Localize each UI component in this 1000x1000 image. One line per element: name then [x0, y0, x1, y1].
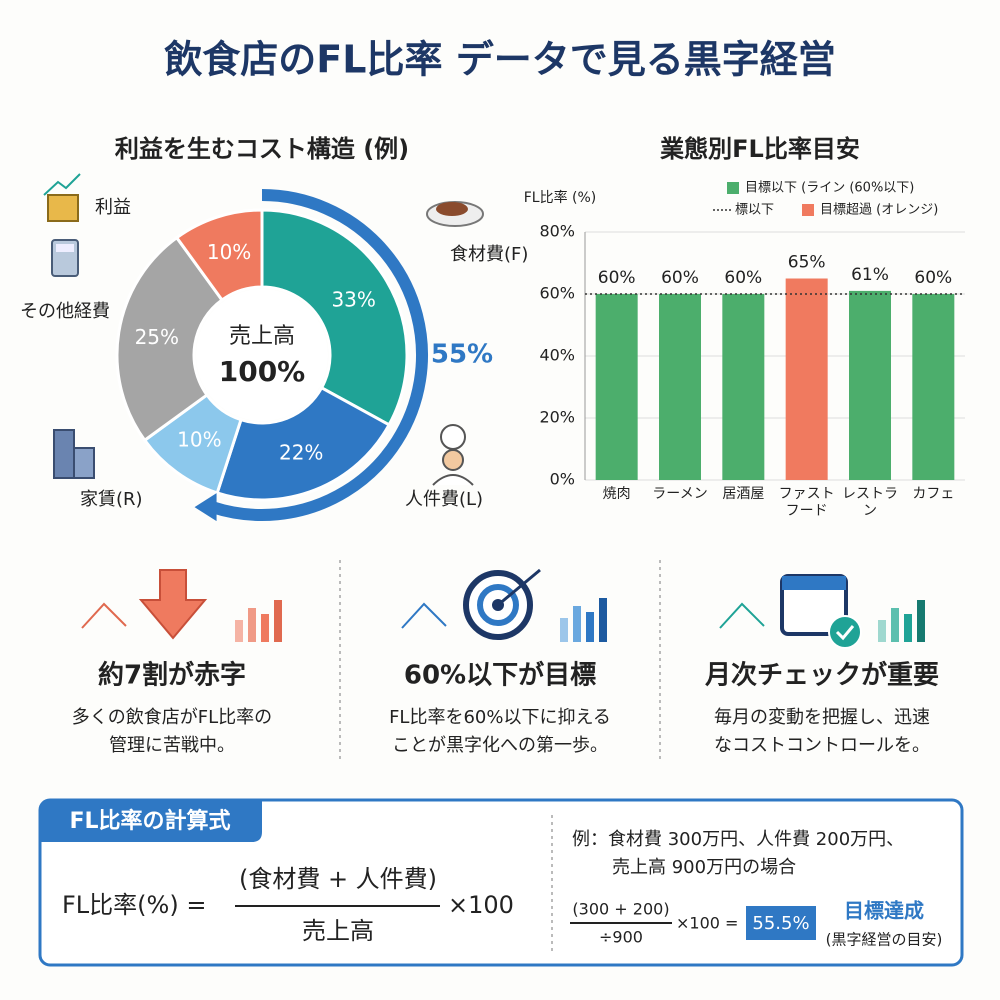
slice-label: 22% — [279, 441, 323, 465]
donut-slice — [115, 235, 225, 443]
legend-swatch — [727, 182, 739, 194]
page-title: 飲食店のFL比率 データで見る黒字経営 — [164, 38, 835, 82]
calc-denominator: ÷900 — [599, 928, 643, 947]
x-tick-label: ラーメン — [652, 486, 708, 502]
calc-multiplier: ×100 = — [676, 914, 738, 933]
category-label: 人件費(L) — [405, 489, 483, 510]
legend-label: 目標超過 (オレンジ) — [820, 203, 938, 218]
category-label: その他経費 — [20, 301, 110, 322]
legend-swatch — [802, 204, 814, 216]
formula-multiplier: ×100 — [448, 891, 514, 919]
x-tick-label: ファストフード — [778, 486, 835, 519]
bar — [659, 294, 701, 480]
category-label: 利益 — [95, 197, 131, 218]
donut-hole — [196, 289, 328, 421]
x-tick-wrap: 焼肉 — [602, 486, 631, 502]
text-block: 約7割が赤字 多くの飲食店がFL比率の 管理に苦戦中。 60%以下が目標 FL比… — [62, 660, 942, 949]
donut-slice — [215, 385, 392, 502]
card-title: 60%以下が目標 — [404, 660, 596, 691]
bar — [849, 290, 891, 480]
slice-label: 33% — [331, 287, 375, 311]
card-text: FL比率を60%以下に抑える — [389, 707, 611, 728]
value-label: 60% — [598, 268, 636, 288]
donut-slice — [260, 208, 409, 427]
bar — [595, 294, 638, 480]
card-text: ことが黒字化への第一歩。 — [392, 735, 608, 756]
card-text: 多くの飲食店がFL比率の — [72, 707, 272, 728]
value-label: 60% — [724, 268, 762, 288]
card-title: 月次チェックが重要 — [704, 660, 939, 691]
y-tick-label: 60% — [539, 284, 575, 303]
slice-label: 25% — [135, 325, 179, 349]
x-tick-wrap: ラーメン — [652, 486, 708, 502]
formula-header: FL比率の計算式 — [69, 808, 230, 834]
center-total: 100% — [219, 355, 306, 388]
bar-title: 業態別FL比率目安 — [660, 135, 860, 163]
bracket-arrow — [194, 493, 217, 522]
example-text: 売上高 900万円の場合 — [612, 857, 796, 878]
x-tick-label: カフェ — [912, 486, 955, 502]
bracket-arc — [210, 189, 428, 521]
badge: 目標達成 — [844, 899, 924, 923]
card-text: 毎月の変動を把握し、迅速 — [714, 707, 930, 728]
x-tick-label: レストラン — [842, 486, 898, 519]
donut-slice — [174, 208, 264, 303]
legend-label: 目標以下 (ライン (60%以下) — [745, 181, 914, 196]
bracket-label: 55% — [431, 340, 493, 370]
formula-numerator: (食材費 + 人件費) — [239, 865, 437, 893]
note: (黒字経営の目安) — [826, 931, 943, 949]
center-label: 売上高 — [229, 324, 295, 349]
formula-lhs: FL比率(%) = — [62, 891, 206, 919]
value-label: 60% — [914, 268, 952, 288]
y-tick-label: 80% — [539, 222, 575, 241]
icons — [38, 173, 964, 967]
bar — [785, 278, 828, 480]
slice-label: 10% — [207, 240, 251, 264]
category-label: 食材費(F) — [450, 244, 528, 265]
bar — [912, 294, 955, 480]
slice-label: 10% — [177, 428, 221, 452]
example-text: 例：食材費 300万円、人件費 200万円、 — [572, 829, 904, 850]
donut-chart: 33% 食材費(F) 22% 人件費(L) 10% 家賃(R) 25% その他経費 10% 利益売… — [20, 189, 528, 522]
x-tick-label: 居酒屋 — [722, 486, 765, 502]
donut-title: 利益を生むコスト構造 (例) — [115, 135, 409, 163]
y-axis-label: FL比率 (%) — [524, 189, 597, 206]
y-tick-label: 20% — [539, 408, 575, 427]
value-label: 60% — [661, 268, 699, 288]
value-label: 65% — [788, 253, 826, 273]
x-tick-wrap: ファストフード — [778, 486, 835, 519]
card-title: 約7割が赤字 — [98, 660, 246, 691]
card-text: 管理に苦戦中。 — [109, 735, 235, 756]
x-tick-wrap: 居酒屋 — [722, 486, 765, 502]
formula-denominator: 売上高 — [302, 917, 374, 945]
calc-numerator: (300 + 200) — [572, 900, 669, 919]
y-tick-label: 0% — [550, 470, 575, 489]
bar-chart: FL比率 (%) 0% 20% 40% 60% 80% 60% 焼肉 60% ラーメン 60% 居酒屋… — [524, 181, 965, 519]
y-tick-label: 40% — [539, 346, 575, 365]
legend-label: 標以下 — [735, 203, 774, 218]
x-tick-wrap: レストラン — [842, 486, 898, 519]
x-tick-wrap: カフェ — [912, 486, 955, 502]
value-label: 61% — [851, 265, 889, 285]
card-text: なコストコントロールを。 — [714, 735, 930, 756]
bar — [722, 294, 765, 480]
result: 55.5% — [752, 913, 809, 934]
category-label: 家賃(R) — [80, 489, 143, 510]
x-tick-label: 焼肉 — [602, 486, 631, 502]
